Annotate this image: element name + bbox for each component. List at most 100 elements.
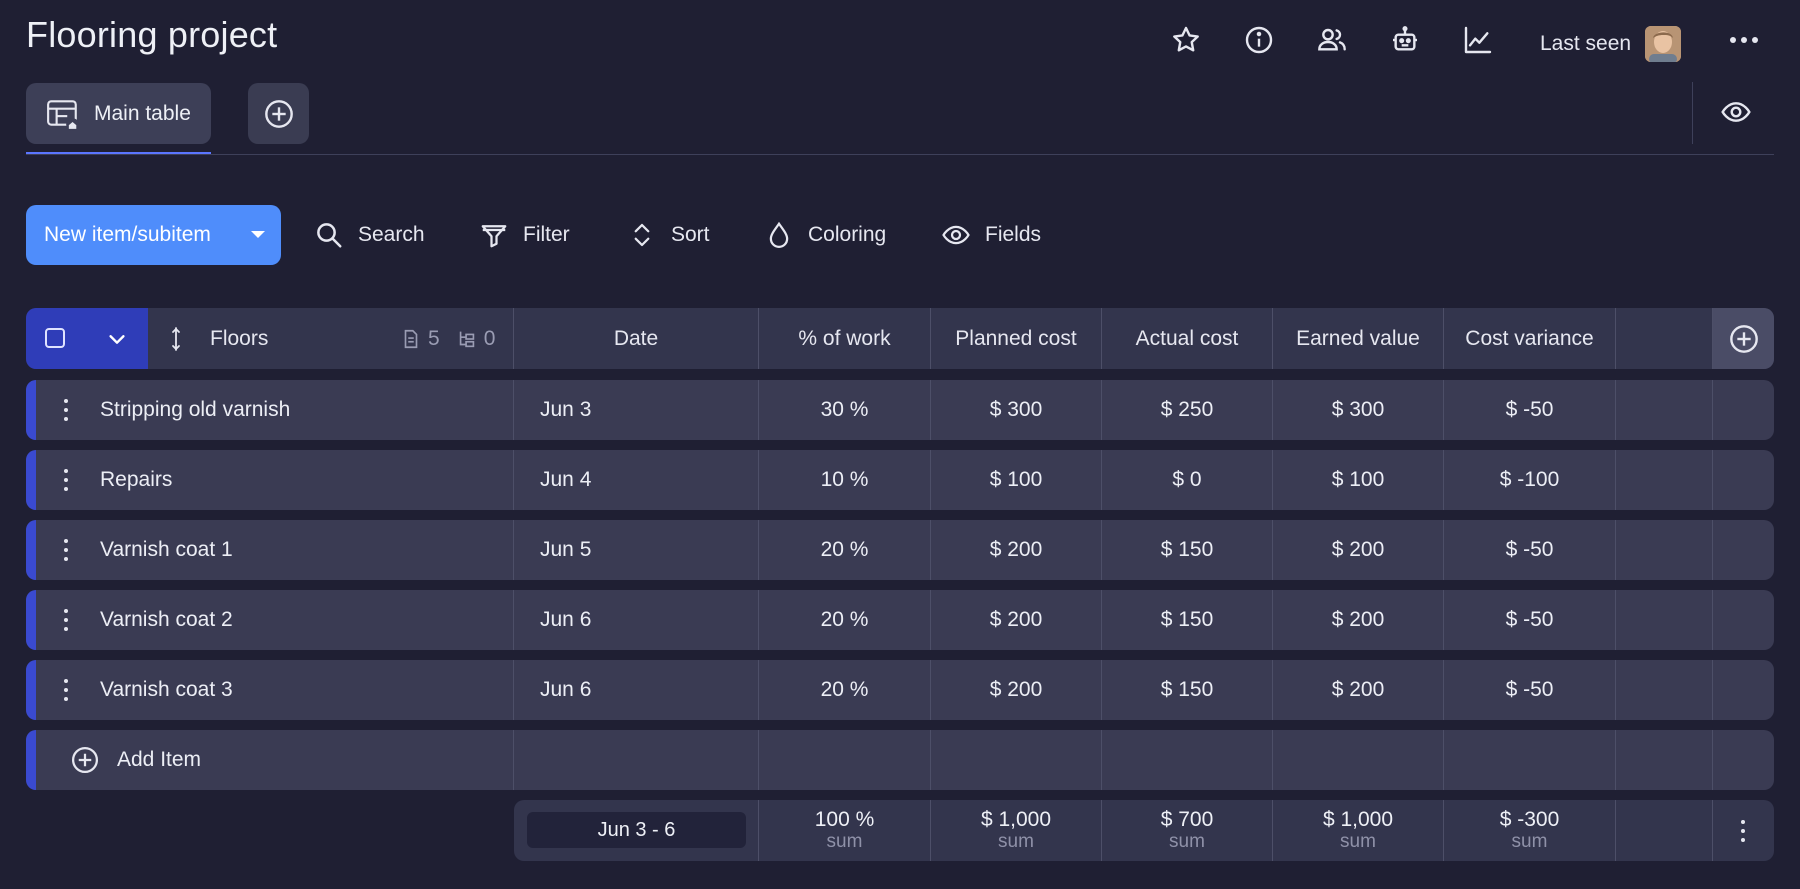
add-circle-icon [264, 99, 293, 128]
actual-cost-cell[interactable]: $ 150 [1160, 678, 1214, 701]
add-item-label[interactable]: Add Item [117, 748, 202, 771]
work-cell[interactable]: 10 % [820, 468, 869, 491]
new-item-button[interactable]: New item/subitem [26, 205, 281, 265]
date-cell[interactable]: Jun 4 [540, 468, 592, 491]
earned-value-cell[interactable]: $ 200 [1331, 608, 1385, 631]
earned-value-summary[interactable]: $ 1,000 sum [1273, 800, 1443, 861]
column-divider [1443, 520, 1444, 580]
column-header-planned-cost[interactable]: Planned cost [955, 326, 1077, 350]
item-name[interactable]: Varnish coat 1 [100, 538, 233, 561]
row-menu-icon[interactable] [56, 395, 76, 425]
date-range-summary[interactable]: Jun 3 - 6 [527, 812, 746, 848]
actual-cost-summary[interactable]: $ 700 sum [1102, 800, 1272, 861]
chart-line-icon[interactable] [1458, 20, 1498, 60]
planned-cost-cell[interactable]: $ 200 [989, 678, 1043, 701]
item-name[interactable]: Varnish coat 2 [100, 608, 233, 631]
column-divider [1272, 800, 1273, 861]
drag-handle-icon[interactable] [168, 326, 184, 352]
sort-label: Sort [671, 223, 710, 246]
item-name[interactable]: Stripping old varnish [100, 398, 291, 421]
cost-variance-cell[interactable]: $ -50 [1505, 538, 1554, 561]
sort-button[interactable]: Sort [627, 214, 710, 256]
date-cell[interactable]: Jun 3 [540, 398, 592, 421]
row-menu-icon[interactable] [56, 535, 76, 565]
row-menu-icon[interactable] [56, 465, 76, 495]
cost-variance-cell[interactable]: $ -50 [1505, 608, 1554, 631]
table-row[interactable]: Repairs Jun 4 10 % $ 100 $ 0 $ 100 $ -10… [26, 450, 1774, 510]
filter-button[interactable]: Filter [479, 214, 570, 256]
column-divider [1615, 590, 1616, 650]
earned-value-cell[interactable]: $ 100 [1331, 468, 1385, 491]
table-row[interactable]: Stripping old varnish Jun 3 30 % $ 300 $… [26, 380, 1774, 440]
column-divider [1272, 380, 1273, 440]
search-button[interactable]: Search [314, 214, 425, 256]
cost-variance-cell[interactable]: $ -100 [1499, 468, 1560, 491]
earned-value-cell[interactable]: $ 200 [1331, 678, 1385, 701]
work-summary[interactable]: 100 % sum [759, 800, 930, 861]
column-header-earned-value[interactable]: Earned value [1296, 326, 1420, 350]
column-header-cost-variance[interactable]: Cost variance [1465, 326, 1594, 350]
more-horizontal-icon[interactable] [1722, 22, 1766, 58]
eye-icon[interactable] [1716, 92, 1756, 132]
actual-cost-cell[interactable]: $ 150 [1160, 608, 1214, 631]
date-cell[interactable]: Jun 6 [540, 608, 592, 631]
date-cell[interactable]: Jun 6 [540, 678, 592, 701]
tab-main-table[interactable]: Main table [26, 83, 211, 144]
cost-variance-cell[interactable]: $ -50 [1505, 678, 1554, 701]
column-header-actual-cost[interactable]: Actual cost [1135, 326, 1239, 350]
planned-cost-summary[interactable]: $ 1,000 sum [931, 800, 1101, 861]
work-cell[interactable]: 20 % [820, 608, 869, 631]
group-name[interactable]: Floors [210, 326, 269, 350]
fields-button[interactable]: Fields [941, 214, 1041, 256]
avatar[interactable] [1645, 26, 1682, 62]
add-column-button[interactable] [1713, 308, 1774, 369]
work-cell[interactable]: 30 % [820, 398, 869, 421]
subitem-count: 0 [483, 326, 496, 350]
column-header-date[interactable]: Date [613, 326, 659, 350]
board-title[interactable]: Flooring project [26, 14, 278, 55]
last-seen[interactable]: Last seen [1540, 26, 1682, 62]
cost-variance-cell[interactable]: $ -50 [1505, 398, 1554, 421]
table-row[interactable]: Varnish coat 1 Jun 5 20 % $ 200 $ 150 $ … [26, 520, 1774, 580]
date-cell[interactable]: Jun 5 [540, 538, 592, 561]
info-icon[interactable] [1239, 20, 1279, 60]
summary-menu-icon[interactable] [1733, 816, 1753, 846]
column-divider [1712, 450, 1713, 510]
fields-label: Fields [985, 223, 1042, 246]
work-cell[interactable]: 20 % [820, 538, 869, 561]
planned-cost-cell[interactable]: $ 100 [989, 468, 1043, 491]
planned-cost-cell[interactable]: $ 300 [989, 398, 1043, 421]
earned-value-cell[interactable]: $ 300 [1331, 398, 1385, 421]
add-item-row[interactable]: Add Item [26, 730, 1774, 790]
add-view-button[interactable] [248, 83, 309, 144]
row-menu-icon[interactable] [56, 675, 76, 705]
chevron-down-icon[interactable] [106, 328, 128, 350]
item-name[interactable]: Repairs [100, 468, 173, 491]
group-color-bar [26, 730, 36, 790]
caret-down-icon[interactable] [251, 231, 265, 238]
item-count: 5 [428, 326, 440, 350]
actual-cost-cell[interactable]: $ 150 [1160, 538, 1214, 561]
work-sum-value: 100 % [814, 807, 875, 831]
actual-cost-cell[interactable]: $ 250 [1160, 398, 1214, 421]
planned-cost-cell[interactable]: $ 200 [989, 538, 1043, 561]
add-circle-icon [1729, 324, 1758, 353]
actual-cost-cell[interactable]: $ 0 [1172, 468, 1202, 491]
star-icon[interactable] [1166, 20, 1206, 60]
users-icon[interactable] [1312, 20, 1352, 60]
column-divider [1615, 800, 1616, 861]
select-all-checkbox[interactable] [45, 328, 65, 348]
add-circle-icon[interactable] [70, 745, 100, 775]
item-name[interactable]: Varnish coat 3 [100, 678, 233, 701]
work-cell[interactable]: 20 % [820, 678, 869, 701]
summary-row: Jun 3 - 6 100 % sum $ 1,000 sum $ 700 su… [514, 800, 1774, 861]
robot-icon[interactable] [1385, 20, 1425, 60]
cost-variance-summary[interactable]: $ -300 sum [1444, 800, 1615, 861]
planned-cost-cell[interactable]: $ 200 [989, 608, 1043, 631]
earned-value-cell[interactable]: $ 200 [1331, 538, 1385, 561]
table-row[interactable]: Varnish coat 2 Jun 6 20 % $ 200 $ 150 $ … [26, 590, 1774, 650]
row-menu-icon[interactable] [56, 605, 76, 635]
column-header-work[interactable]: % of work [798, 326, 891, 350]
table-row[interactable]: Varnish coat 3 Jun 6 20 % $ 200 $ 150 $ … [26, 660, 1774, 720]
coloring-button[interactable]: Coloring [764, 214, 886, 256]
